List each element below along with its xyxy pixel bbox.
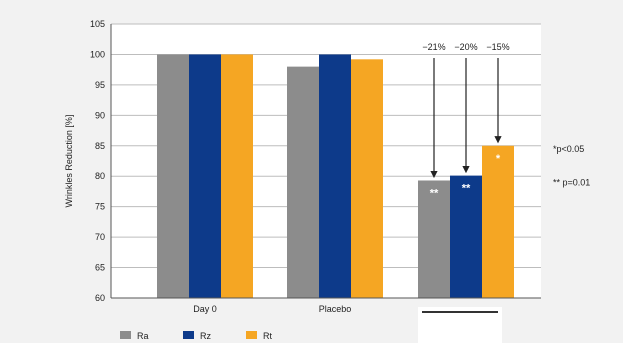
bar-ra: [287, 66, 319, 298]
y-tick-label: 90: [95, 110, 105, 120]
significance-star: **: [462, 183, 471, 195]
y-tick-label: 60: [95, 293, 105, 303]
y-tick-label: 100: [90, 49, 105, 59]
x-category-label: Placebo: [319, 304, 352, 314]
legend-swatch-rz: [183, 331, 194, 339]
y-tick-label: 70: [95, 232, 105, 242]
y-tick-label: 80: [95, 171, 105, 181]
legend-label-rz: Rz: [200, 331, 211, 341]
bar-ra: [157, 54, 189, 298]
significance-star: *: [496, 153, 501, 165]
bar-rz: [319, 54, 351, 298]
significance-note: *p<0.05: [553, 144, 584, 154]
percent-annotation: −20%: [454, 42, 477, 52]
bar-rz: [450, 175, 482, 298]
legend-label-rt: Rt: [263, 331, 272, 341]
bar-rt: [482, 145, 514, 298]
bars-layer: [157, 54, 514, 299]
percent-annotation: −21%: [422, 42, 445, 52]
annotation-layer: −21% −20% −15%** ****p<0.05** p=0.01: [422, 42, 590, 199]
significance-star: **: [430, 187, 439, 199]
legend-layer: Ra Rz Rt: [120, 331, 272, 341]
legend-label-ra: Ra: [137, 331, 149, 341]
y-tick-label: 65: [95, 263, 105, 273]
legend-swatch-ra: [120, 331, 131, 339]
y-tick-label: 95: [95, 80, 105, 90]
axis-layer: 60 65 70 75 80 85 90 95 100 105 Wrinkles Reduction…: [64, 19, 541, 314]
significance-note: ** p=0.01: [553, 177, 590, 187]
y-tick-label: 85: [95, 141, 105, 151]
y-tick-label: 105: [90, 19, 105, 29]
legend-swatch-rt: [246, 331, 257, 339]
bar-rz: [189, 54, 221, 298]
bar-rt: [221, 54, 253, 298]
percent-annotation: −15%: [486, 42, 509, 52]
bar-rt: [351, 59, 383, 299]
y-tick-label: 75: [95, 202, 105, 212]
x-category-label: Day 0: [193, 304, 217, 314]
bar-ra: [418, 180, 450, 298]
y-axis-label: Wrinkles Reduction [%]: [64, 115, 74, 208]
